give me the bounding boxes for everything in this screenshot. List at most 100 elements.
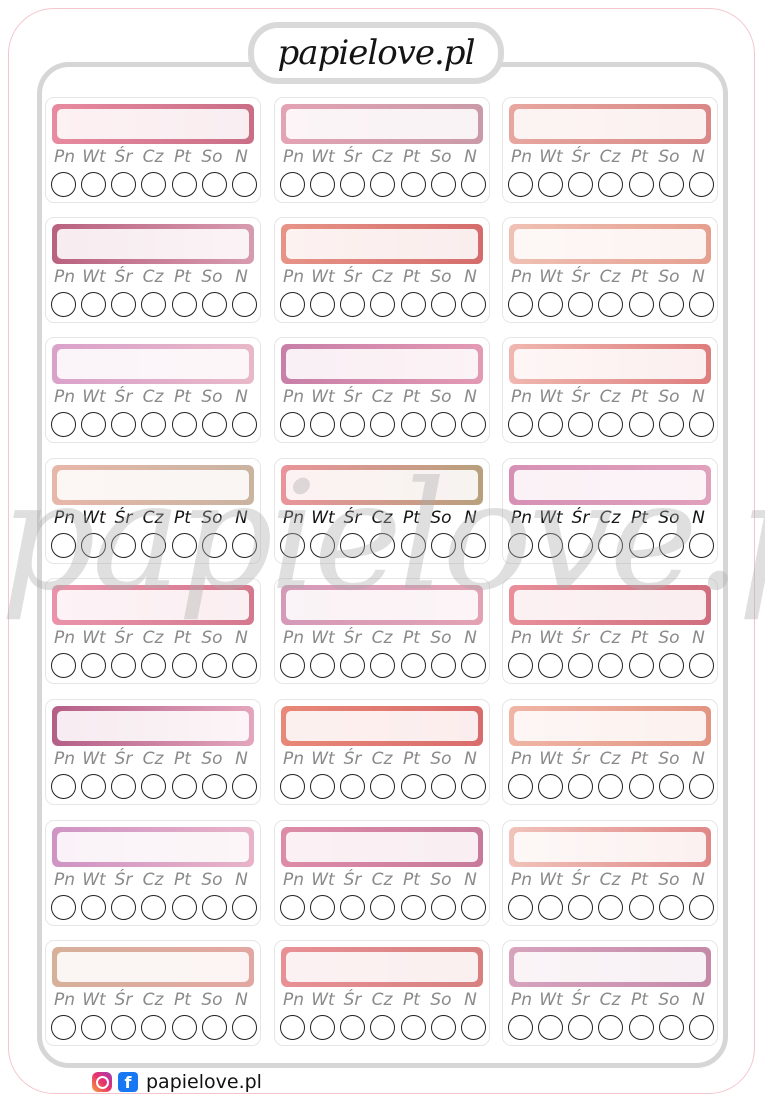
day-circle[interactable]	[280, 774, 305, 799]
day-circle[interactable]	[81, 1015, 107, 1040]
day-circle[interactable]	[568, 412, 594, 437]
day-circle[interactable]	[400, 895, 426, 920]
day-circle[interactable]	[400, 1015, 426, 1040]
day-circle[interactable]	[688, 653, 714, 678]
day-circle[interactable]	[310, 172, 336, 197]
day-circle[interactable]	[658, 533, 684, 558]
day-circle[interactable]	[460, 412, 486, 437]
day-circle[interactable]	[688, 774, 714, 799]
day-circle[interactable]	[538, 172, 564, 197]
day-circle[interactable]	[628, 1015, 654, 1040]
day-circle[interactable]	[231, 172, 257, 197]
day-circle[interactable]	[81, 412, 107, 437]
day-circle[interactable]	[201, 292, 227, 317]
day-circle[interactable]	[460, 292, 486, 317]
day-circle[interactable]	[280, 1015, 305, 1040]
day-circle[interactable]	[568, 533, 594, 558]
day-circle[interactable]	[51, 774, 76, 799]
day-circle[interactable]	[658, 1015, 684, 1040]
facebook-icon[interactable]: f	[118, 1072, 138, 1092]
day-circle[interactable]	[538, 653, 564, 678]
day-circle[interactable]	[538, 1015, 564, 1040]
day-circle[interactable]	[628, 412, 654, 437]
day-circle[interactable]	[598, 172, 624, 197]
day-circle[interactable]	[370, 774, 396, 799]
day-circle[interactable]	[310, 774, 336, 799]
day-circle[interactable]	[370, 1015, 396, 1040]
day-circle[interactable]	[51, 895, 76, 920]
day-circle[interactable]	[111, 172, 137, 197]
day-circle[interactable]	[538, 412, 564, 437]
day-circle[interactable]	[171, 653, 197, 678]
day-circle[interactable]	[628, 292, 654, 317]
day-circle[interactable]	[340, 172, 366, 197]
day-circle[interactable]	[688, 292, 714, 317]
day-circle[interactable]	[508, 895, 533, 920]
day-circle[interactable]	[430, 172, 456, 197]
day-circle[interactable]	[51, 653, 76, 678]
day-circle[interactable]	[538, 292, 564, 317]
day-circle[interactable]	[51, 1015, 76, 1040]
day-circle[interactable]	[280, 533, 305, 558]
instagram-icon[interactable]	[92, 1072, 112, 1092]
day-circle[interactable]	[400, 292, 426, 317]
day-circle[interactable]	[111, 1015, 137, 1040]
day-circle[interactable]	[460, 895, 486, 920]
day-circle[interactable]	[370, 292, 396, 317]
day-circle[interactable]	[231, 533, 257, 558]
day-circle[interactable]	[111, 774, 137, 799]
day-circle[interactable]	[568, 653, 594, 678]
day-circle[interactable]	[340, 653, 366, 678]
day-circle[interactable]	[430, 895, 456, 920]
day-circle[interactable]	[460, 1015, 486, 1040]
day-circle[interactable]	[141, 774, 167, 799]
day-circle[interactable]	[370, 533, 396, 558]
day-circle[interactable]	[141, 653, 167, 678]
day-circle[interactable]	[111, 653, 137, 678]
day-circle[interactable]	[51, 533, 76, 558]
day-circle[interactable]	[340, 533, 366, 558]
day-circle[interactable]	[598, 653, 624, 678]
day-circle[interactable]	[628, 895, 654, 920]
day-circle[interactable]	[460, 774, 486, 799]
day-circle[interactable]	[658, 412, 684, 437]
day-circle[interactable]	[598, 774, 624, 799]
day-circle[interactable]	[51, 412, 76, 437]
day-circle[interactable]	[81, 653, 107, 678]
day-circle[interactable]	[201, 895, 227, 920]
day-circle[interactable]	[201, 774, 227, 799]
day-circle[interactable]	[111, 533, 137, 558]
day-circle[interactable]	[310, 653, 336, 678]
day-circle[interactable]	[508, 292, 533, 317]
day-circle[interactable]	[568, 292, 594, 317]
day-circle[interactable]	[310, 412, 336, 437]
day-circle[interactable]	[81, 895, 107, 920]
day-circle[interactable]	[171, 895, 197, 920]
day-circle[interactable]	[628, 533, 654, 558]
day-circle[interactable]	[688, 172, 714, 197]
day-circle[interactable]	[400, 412, 426, 437]
day-circle[interactable]	[658, 895, 684, 920]
day-circle[interactable]	[141, 172, 167, 197]
day-circle[interactable]	[280, 412, 305, 437]
day-circle[interactable]	[658, 292, 684, 317]
day-circle[interactable]	[430, 653, 456, 678]
day-circle[interactable]	[658, 172, 684, 197]
day-circle[interactable]	[171, 292, 197, 317]
day-circle[interactable]	[340, 1015, 366, 1040]
day-circle[interactable]	[280, 292, 305, 317]
day-circle[interactable]	[460, 533, 486, 558]
day-circle[interactable]	[688, 1015, 714, 1040]
day-circle[interactable]	[400, 653, 426, 678]
footer-site-link[interactable]: papielove.pl	[146, 1071, 262, 1093]
day-circle[interactable]	[598, 412, 624, 437]
day-circle[interactable]	[340, 774, 366, 799]
day-circle[interactable]	[141, 533, 167, 558]
day-circle[interactable]	[310, 1015, 336, 1040]
day-circle[interactable]	[231, 412, 257, 437]
day-circle[interactable]	[508, 412, 533, 437]
day-circle[interactable]	[171, 774, 197, 799]
day-circle[interactable]	[658, 653, 684, 678]
day-circle[interactable]	[51, 172, 76, 197]
day-circle[interactable]	[231, 895, 257, 920]
